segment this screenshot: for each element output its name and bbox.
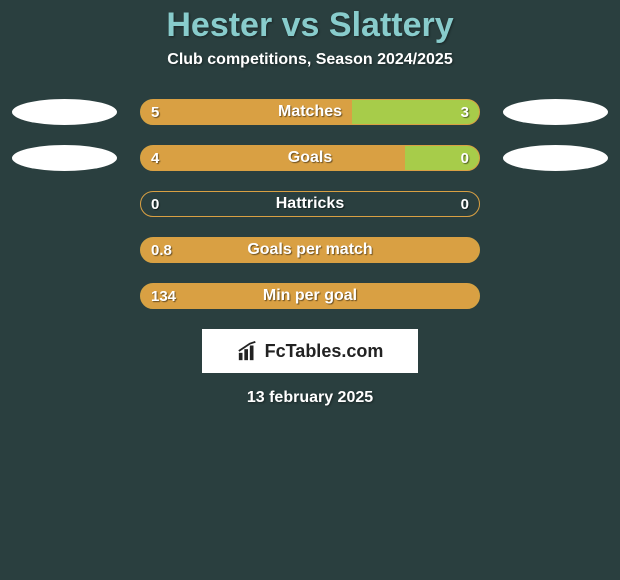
date-line: 13 february 2025 bbox=[0, 389, 620, 407]
stat-value-left: 4 bbox=[151, 146, 159, 170]
stat-row: Matches5 3 bbox=[10, 99, 610, 125]
stat-label: Goals bbox=[141, 146, 479, 170]
logo-text: FcTables.com bbox=[265, 341, 384, 362]
stat-bar: Min per goal134 bbox=[140, 283, 480, 309]
stat-bar: Goals per match0.8 bbox=[140, 237, 480, 263]
stat-value-left: 5 bbox=[151, 100, 159, 124]
stat-label: Matches bbox=[141, 100, 479, 124]
stats-area: Matches53Goals40Hattricks00Goals per mat… bbox=[10, 99, 610, 309]
stat-label: Min per goal bbox=[141, 284, 479, 308]
stat-value-left: 0.8 bbox=[151, 238, 172, 262]
stat-row: Hattricks0 0 bbox=[10, 191, 610, 217]
stat-value-left: 134 bbox=[151, 284, 176, 308]
player-oval-left bbox=[12, 145, 117, 171]
stat-value-left: 0 bbox=[151, 192, 159, 216]
comparison-subtitle: Club competitions, Season 2024/2025 bbox=[0, 51, 620, 69]
stat-row: Goals4 0 bbox=[10, 145, 610, 171]
fctables-logo: FcTables.com bbox=[202, 329, 418, 373]
stat-value-right: 0 bbox=[461, 192, 469, 216]
stat-bar: Matches5 3 bbox=[140, 99, 480, 125]
stat-value-right: 3 bbox=[461, 100, 469, 124]
stat-row: Min per goal134 bbox=[10, 283, 610, 309]
stat-bar: Hattricks0 0 bbox=[140, 191, 480, 217]
player-oval-right bbox=[503, 145, 608, 171]
stat-label: Goals per match bbox=[141, 238, 479, 262]
stat-row: Goals per match0.8 bbox=[10, 237, 610, 263]
player-oval-right bbox=[503, 99, 608, 125]
stat-bar: Goals4 0 bbox=[140, 145, 480, 171]
stat-label: Hattricks bbox=[141, 192, 479, 216]
logo-chart-icon bbox=[237, 340, 259, 362]
stat-value-right: 0 bbox=[461, 146, 469, 170]
player-oval-left bbox=[12, 99, 117, 125]
comparison-title: Hester vs Slattery bbox=[0, 0, 620, 45]
